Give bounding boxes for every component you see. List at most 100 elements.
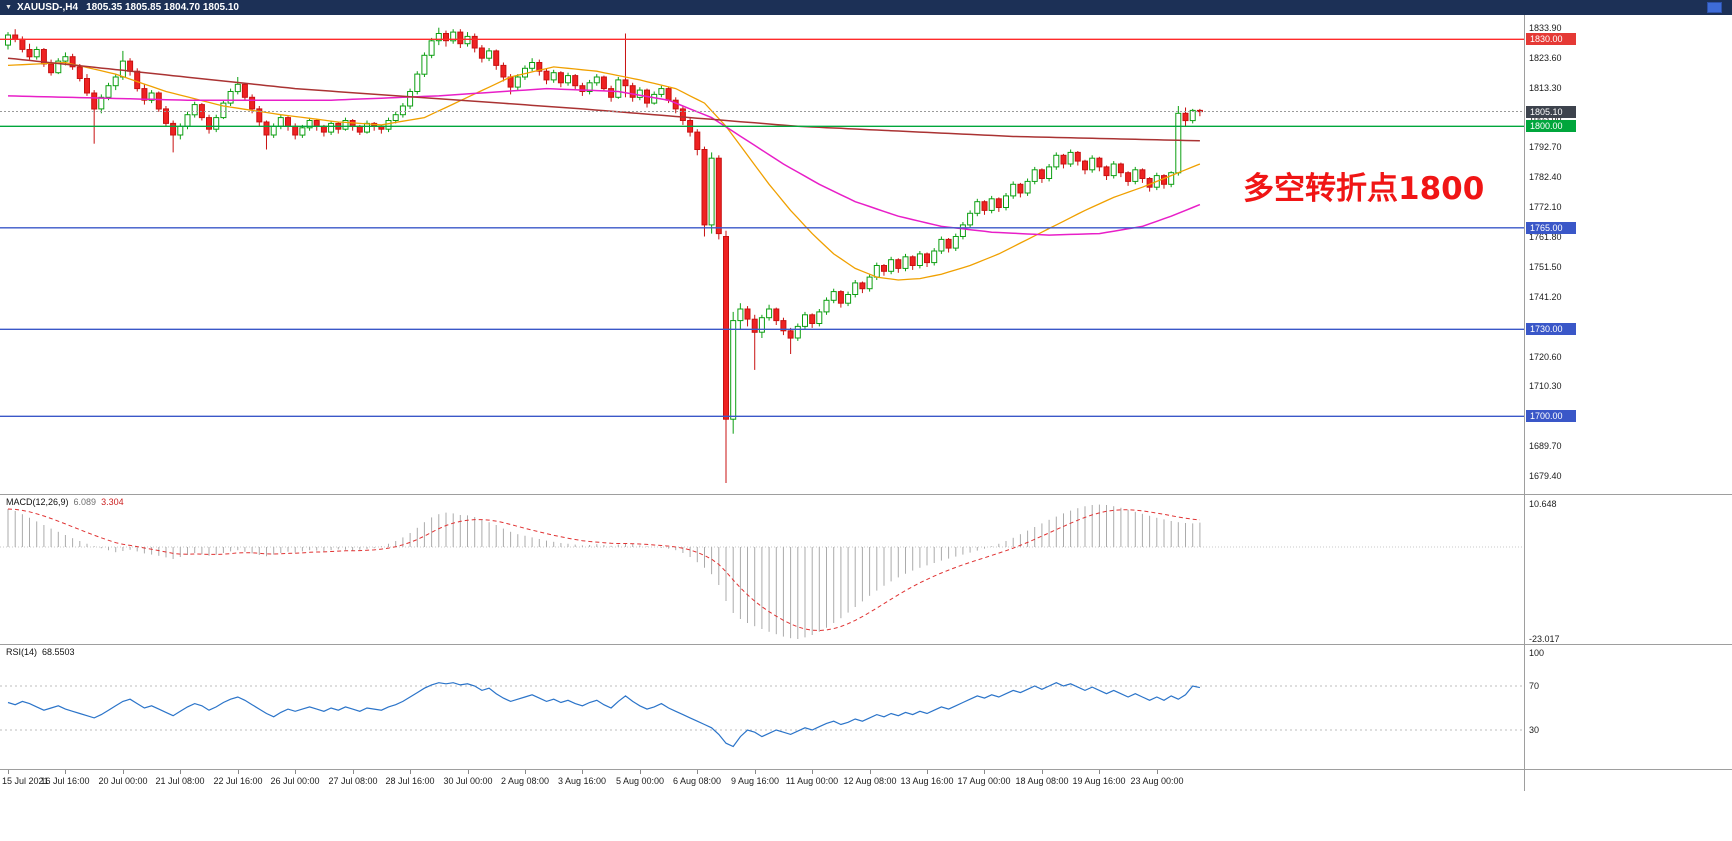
candle-up — [823, 299, 830, 313]
candle-down — [1125, 172, 1132, 182]
candle-up — [1010, 183, 1017, 197]
time-axis-tick — [410, 770, 411, 774]
candle-down — [600, 76, 607, 90]
ma-slow-darkred — [7, 57, 1200, 142]
candle-down — [679, 108, 686, 122]
time-axis-label: 18 Aug 08:00 — [1015, 776, 1069, 786]
candle-down — [69, 56, 76, 68]
scroll-corner-button[interactable] — [1707, 2, 1722, 13]
candle-up — [730, 320, 737, 420]
candle-up — [328, 122, 335, 133]
macd-main-value: 6.089 — [73, 497, 97, 507]
candle-down — [471, 35, 478, 49]
ohlc-values: 1805.35 1805.85 1804.70 1805.10 — [86, 2, 239, 13]
candle-down — [155, 92, 162, 110]
candle-up — [33, 49, 40, 58]
candle-up — [967, 212, 974, 226]
candle-up — [148, 92, 155, 101]
candlestick-canvas[interactable] — [0, 15, 1732, 495]
candle-down — [881, 265, 887, 272]
candle-up — [565, 75, 571, 84]
candle-up — [270, 125, 277, 136]
price-axis-tick: 1689.70 — [1529, 441, 1562, 451]
candle-down — [780, 320, 787, 332]
candle-up — [959, 224, 966, 237]
price-axis-tick: 1761.80 — [1529, 232, 1562, 242]
candle-up — [1175, 112, 1182, 174]
candle-up — [830, 291, 837, 301]
time-axis-tick — [582, 770, 583, 774]
candle-down — [19, 38, 26, 50]
time-axis-label: 20 Jul 00:00 — [98, 776, 148, 786]
price-axis-tick: 1751.50 — [1529, 262, 1562, 272]
time-axis-tick — [353, 770, 354, 774]
candle-down — [256, 108, 263, 123]
price-chart-panel[interactable]: 多空转折点1800 1830.00 1800.00 1765.00 1730.00 17… — [0, 15, 1732, 495]
level-price-label: 1765.00 — [1526, 222, 1576, 234]
rsi-canvas[interactable] — [0, 645, 1732, 770]
candle-up — [852, 282, 859, 295]
chart-annotation-text: 多空转折点1800 — [1243, 171, 1485, 207]
candle-up — [514, 76, 521, 88]
candle-up — [486, 50, 493, 59]
candle-up — [931, 250, 938, 264]
rsi-line — [7, 682, 1201, 748]
candle-down — [1060, 154, 1067, 165]
rsi-name: RSI(14) — [6, 647, 38, 657]
candle-up — [529, 62, 536, 69]
candle-up — [802, 314, 808, 327]
time-axis-tick — [1099, 770, 1100, 774]
candle-down — [1182, 112, 1189, 122]
time-axis-label: 15 Jul 2021 — [2, 776, 49, 786]
price-axis-separator — [1524, 15, 1525, 791]
candle-down — [572, 75, 579, 87]
ma-mid-magenta — [7, 87, 1201, 236]
time-axis-label: 3 Aug 16:00 — [557, 776, 607, 786]
candle-up — [1003, 195, 1009, 208]
level-price-label: 1800.00 — [1526, 120, 1576, 132]
candle-down — [141, 88, 148, 101]
time-axis-label: 19 Aug 16:00 — [1072, 776, 1126, 786]
candle-up — [888, 259, 895, 272]
candle-up — [277, 117, 284, 127]
price-axis-tick: 1792.70 — [1529, 142, 1562, 152]
candle-down — [837, 291, 844, 304]
time-axis-label: 13 Aug 16:00 — [900, 776, 954, 786]
rsi-axis-tick: 70 — [1529, 681, 1540, 691]
candle-down — [457, 31, 464, 45]
time-axis-label: 26 Jul 00:00 — [270, 776, 320, 786]
time-axis-label: 28 Jul 16:00 — [385, 776, 435, 786]
rsi-indicator-panel[interactable]: RSI(14) 68.5503 100 70 30 — [0, 645, 1732, 770]
time-axis-tick — [8, 770, 9, 774]
candle-up — [658, 88, 665, 95]
candle-down — [48, 63, 55, 74]
level-price-label: 1830.00 — [1526, 33, 1576, 45]
candle-down — [134, 70, 141, 90]
candle-up — [98, 96, 105, 110]
candle-up — [1132, 169, 1139, 182]
time-axis[interactable]: 15 Jul 2021 16 Jul 16:00 20 Jul 00:00 21 Ju… — [0, 770, 1732, 792]
time-axis-label: 2 Aug 08:00 — [500, 776, 550, 786]
candle-up — [364, 122, 370, 133]
candle-up — [593, 76, 600, 84]
time-axis-label: 11 Aug 00:00 — [785, 776, 839, 786]
candle-up — [550, 72, 557, 81]
candle-down — [249, 96, 256, 110]
candle-down — [723, 236, 729, 420]
time-axis-tick — [65, 770, 66, 774]
macd-name: MACD(12,26,9) — [6, 497, 69, 507]
candle-down — [443, 33, 449, 42]
candle-down — [981, 201, 988, 211]
price-axis-tick: 1679.40 — [1529, 471, 1562, 481]
candle-down — [1146, 178, 1153, 188]
candle-up — [866, 276, 873, 290]
rsi-axis-tick: 100 — [1529, 648, 1545, 658]
macd-indicator-panel[interactable]: MACD(12,26,9) 6.089 3.304 10.648 -23.017 — [0, 495, 1732, 645]
macd-canvas[interactable] — [0, 495, 1732, 645]
candle-up — [1031, 169, 1038, 182]
candle-down — [478, 47, 485, 59]
candle-up — [938, 238, 945, 252]
time-axis-tick — [984, 770, 985, 774]
candle-up — [816, 311, 823, 324]
price-axis-tick: 1772.10 — [1529, 202, 1562, 212]
